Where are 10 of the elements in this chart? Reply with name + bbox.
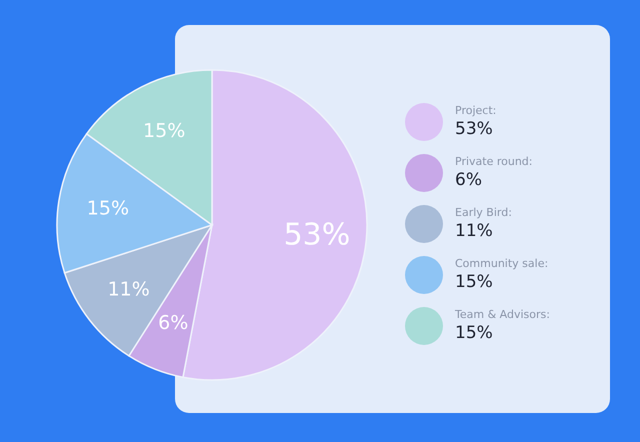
legend-label: Team & Advisors: 15% xyxy=(455,308,550,343)
data-label: 53% xyxy=(284,217,350,252)
legend-label: Community sale: 15% xyxy=(455,257,548,292)
legend-label: Project: 53% xyxy=(455,104,496,139)
data-label: 15% xyxy=(143,120,186,142)
data-label: 15% xyxy=(86,198,130,220)
legend-label: Early Bird: 11% xyxy=(455,206,512,241)
data-label: 11% xyxy=(108,278,150,301)
data-label: 6% xyxy=(158,312,188,334)
legend-label: Private round: 6% xyxy=(455,155,532,190)
